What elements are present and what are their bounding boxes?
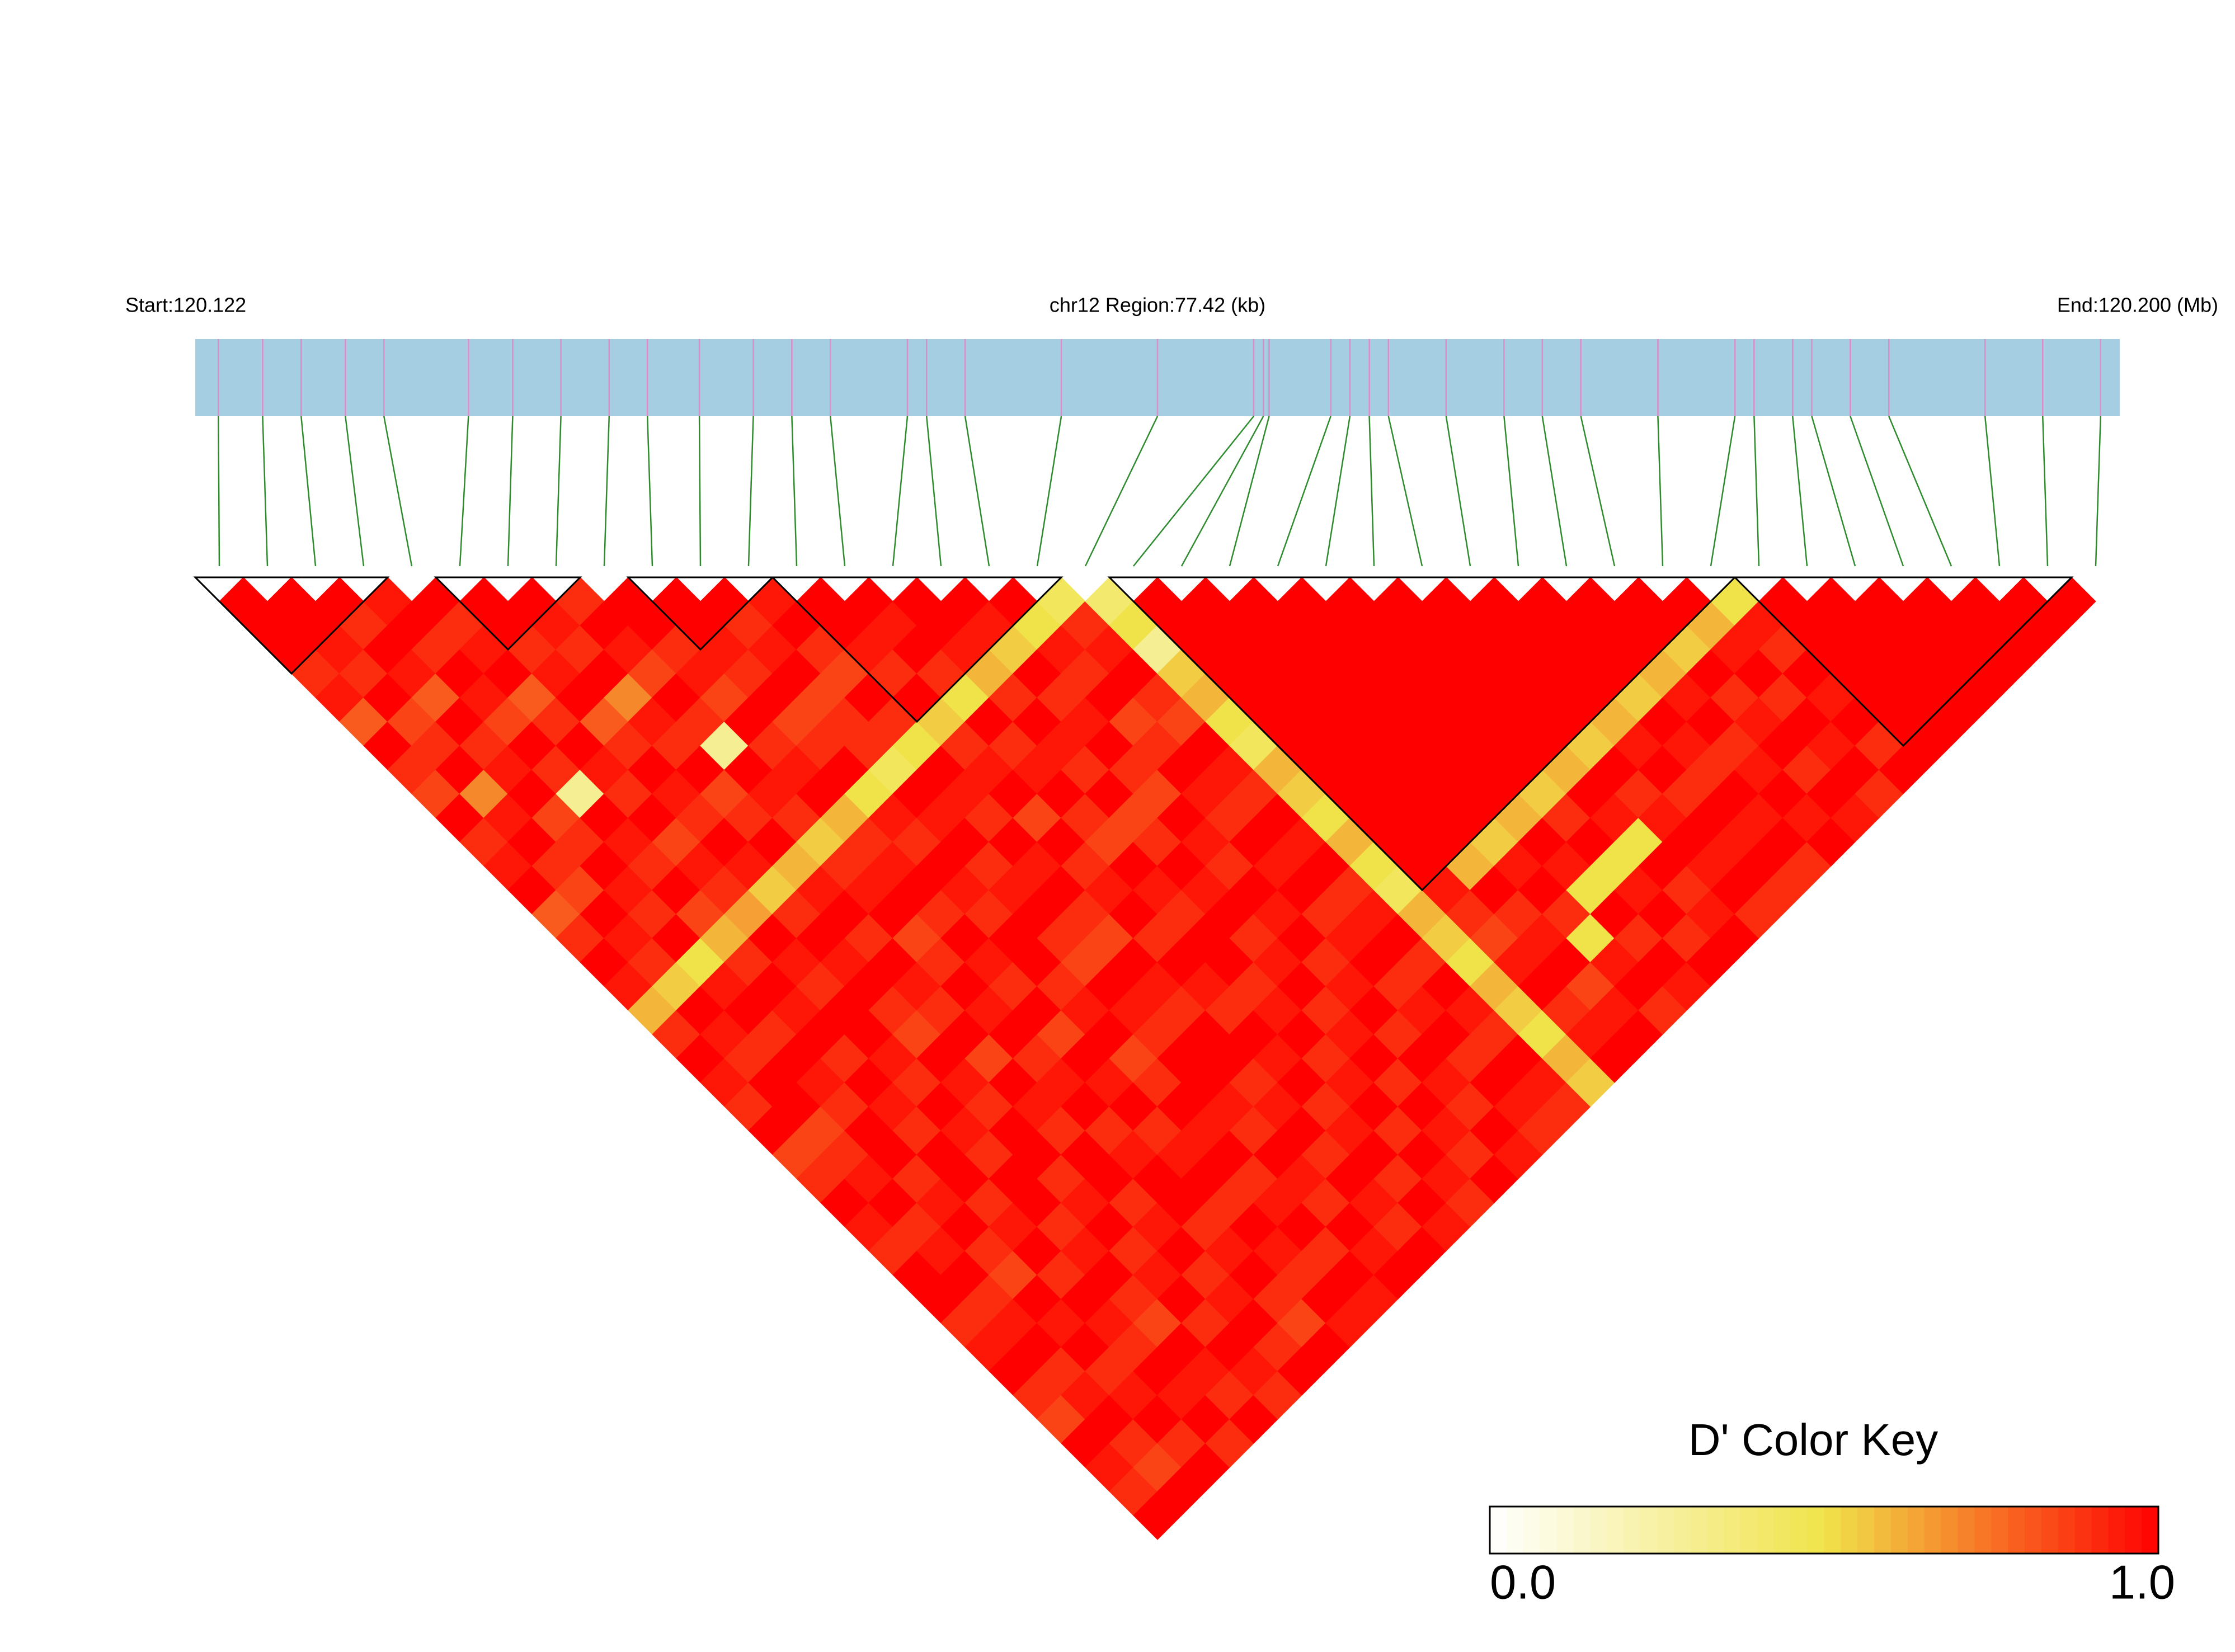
snp-connector	[1036, 416, 1062, 567]
key-swatch	[1707, 1507, 1724, 1554]
snp-connector	[1811, 416, 1856, 567]
key-frame	[1489, 1505, 2159, 1555]
snp-connector	[555, 416, 562, 567]
snp-connector	[1084, 416, 1159, 567]
snp-connector	[892, 416, 909, 567]
snp-connector	[1180, 416, 1264, 567]
key-swatch	[1540, 1507, 1557, 1554]
key-swatch	[2008, 1507, 2025, 1554]
ld-block	[770, 576, 1064, 723]
snp-connector	[1368, 416, 1375, 567]
key-swatch	[1807, 1507, 1824, 1554]
key-swatch	[1907, 1507, 1925, 1554]
ld-block	[1107, 576, 1737, 892]
key-swatch	[2041, 1507, 2059, 1554]
snp-connector	[1229, 416, 1270, 567]
key-swatch	[1607, 1507, 1624, 1554]
key-swatch	[1724, 1507, 1741, 1554]
snp-connector	[1792, 416, 1808, 567]
key-swatch	[1673, 1507, 1691, 1554]
snp-connector	[964, 416, 990, 567]
snp-connector	[345, 416, 365, 567]
snp-connector	[1541, 416, 1568, 567]
key-swatch	[1773, 1507, 1791, 1554]
key-swatch	[1640, 1507, 1658, 1554]
key-swatch	[1624, 1507, 1641, 1554]
snp-connector	[2042, 416, 2049, 567]
snp-connector	[1753, 416, 1760, 567]
key-swatch	[1924, 1507, 1942, 1554]
snp-connector	[507, 416, 514, 567]
snp-connector	[1133, 416, 1254, 567]
key-swatch	[1690, 1507, 1707, 1554]
key-swatch	[1573, 1507, 1591, 1554]
snp-connector	[1850, 416, 1904, 567]
key-swatch	[1891, 1507, 1908, 1554]
snp-connector	[300, 416, 317, 567]
snp-connector	[1984, 416, 2001, 567]
snp-connector	[1325, 416, 1351, 567]
ld-block	[434, 576, 582, 651]
snp-connector	[1580, 416, 1616, 567]
ld-block	[1733, 576, 2074, 747]
key-swatch	[1841, 1507, 1858, 1554]
key-swatch	[2074, 1507, 2092, 1554]
snp-connector	[383, 416, 413, 567]
key-swatch	[1657, 1507, 1674, 1554]
region-label: chr12 Region:77.42 (kb)	[1050, 294, 1265, 317]
key-swatch	[2108, 1507, 2125, 1554]
key-swatch	[2025, 1507, 2042, 1554]
snp-connector	[1710, 416, 1736, 567]
snp-connector	[603, 416, 610, 567]
key-tick-label: 0.0	[1490, 1556, 1556, 1609]
snp-connector	[791, 416, 798, 567]
snp-connector	[830, 416, 846, 567]
ld-block	[193, 576, 390, 675]
key-swatch	[1757, 1507, 1775, 1554]
snp-connector	[1277, 416, 1331, 567]
snp-connector	[1657, 416, 1664, 567]
key-swatch	[1958, 1507, 1975, 1554]
snp-connector	[1445, 416, 1471, 567]
snp-connector	[646, 416, 653, 567]
key-swatch	[1740, 1507, 1758, 1554]
ld-block	[626, 576, 775, 651]
snp-connector	[747, 416, 754, 567]
snp-connector	[1387, 416, 1423, 567]
start-label: Start:120.122	[125, 294, 246, 317]
snp-connector	[698, 416, 702, 567]
key-swatch	[1874, 1507, 1891, 1554]
snp-connector	[1888, 416, 1952, 567]
key-swatch	[1974, 1507, 1992, 1554]
key-swatch	[1506, 1507, 1524, 1554]
key-swatch	[1857, 1507, 1875, 1554]
snp-connector	[262, 416, 269, 567]
key-swatch	[1590, 1507, 1607, 1554]
key-swatch	[1490, 1507, 1507, 1554]
snp-connector	[459, 416, 469, 567]
snp-connector	[2095, 416, 2102, 567]
snp-connector	[218, 416, 220, 567]
key-title: D' Color Key	[1688, 1415, 1938, 1465]
key-swatch	[2125, 1507, 2142, 1554]
key-swatch	[2142, 1507, 2159, 1554]
key-swatch	[1790, 1507, 1808, 1554]
key-swatch	[1991, 1507, 2008, 1554]
snp-connector	[1503, 416, 1519, 567]
key-swatch	[1556, 1507, 1574, 1554]
key-swatch	[1941, 1507, 1958, 1554]
key-swatch	[2091, 1507, 2109, 1554]
key-tick-label: 1.0	[2109, 1556, 2175, 1609]
end-label: End:120.200 (Mb)	[2057, 294, 2218, 317]
key-swatch	[1824, 1507, 1841, 1554]
snp-connector	[925, 416, 942, 567]
key-swatch	[2058, 1507, 2076, 1554]
key-swatch	[1523, 1507, 1541, 1554]
